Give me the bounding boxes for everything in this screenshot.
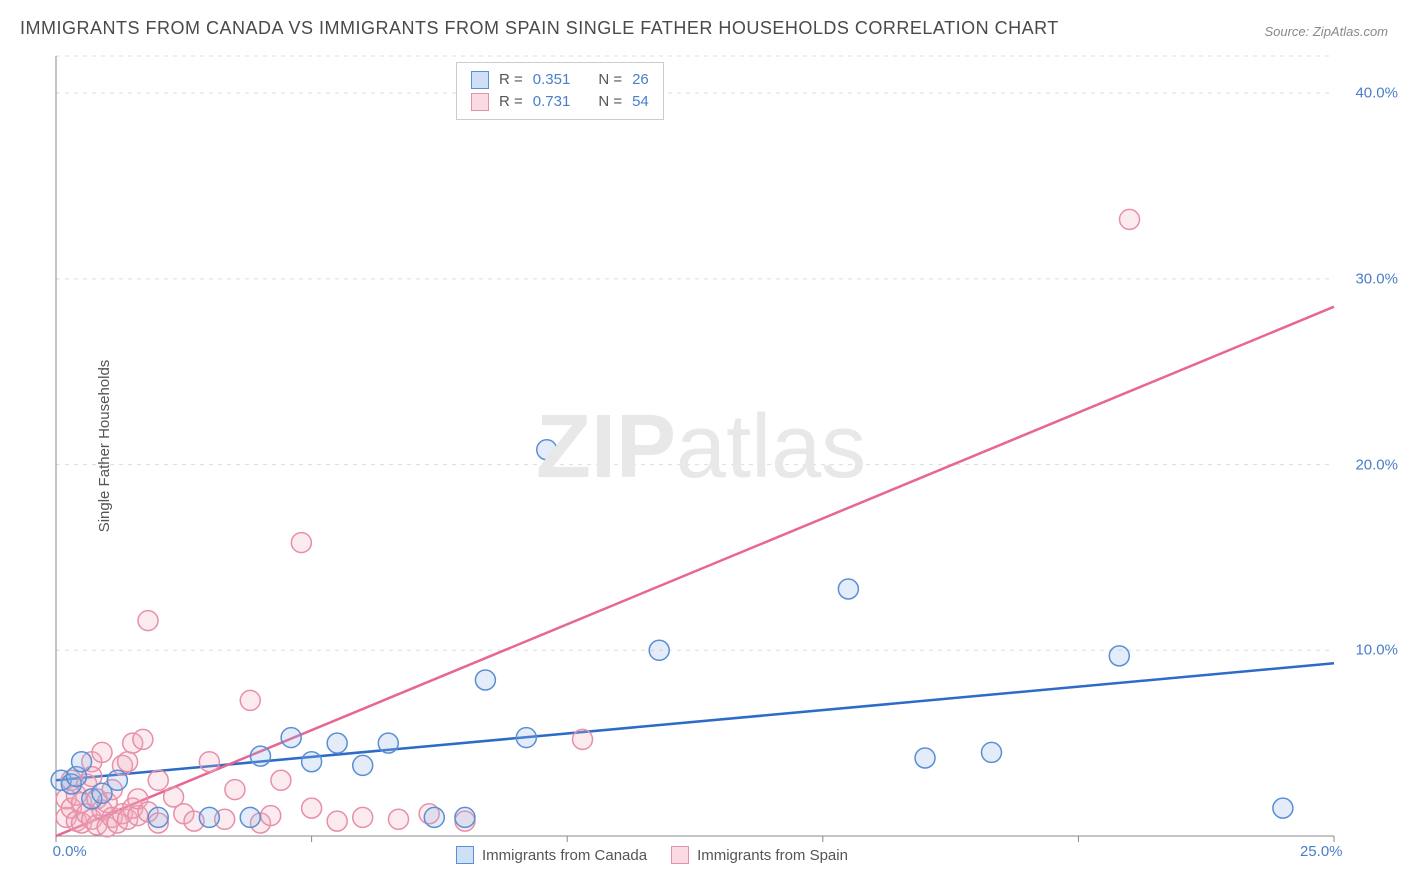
y-tick-label: 30.0% — [1355, 270, 1398, 287]
y-tick-label: 20.0% — [1355, 456, 1398, 473]
legend-n-value-1: 26 — [632, 69, 649, 91]
legend-r-value-1: 0.351 — [533, 69, 571, 91]
legend-row-spain: R = 0.731 N = 54 — [471, 91, 649, 113]
legend-r-label-2: R = — [499, 91, 523, 113]
swatch-canada-icon — [456, 846, 474, 864]
chart-svg — [56, 56, 1334, 836]
series-label-spain: Immigrants from Spain — [697, 847, 848, 864]
swatch-spain-icon — [671, 846, 689, 864]
legend-r-value-2: 0.731 — [533, 91, 571, 113]
swatch-canada — [471, 71, 489, 89]
legend-r-label-1: R = — [499, 69, 523, 91]
x-tick-label: 25.0% — [1300, 843, 1343, 860]
x-tick-label: 0.0% — [53, 843, 87, 860]
series-label-canada: Immigrants from Canada — [482, 847, 647, 864]
legend-n-label-2: N = — [598, 91, 622, 113]
swatch-spain — [471, 93, 489, 111]
series-legend: Immigrants from Canada Immigrants from S… — [456, 846, 848, 864]
legend-n-label-1: N = — [598, 69, 622, 91]
y-tick-label: 10.0% — [1355, 642, 1398, 659]
source-attribution: Source: ZipAtlas.com — [1264, 24, 1388, 39]
y-tick-label: 40.0% — [1355, 85, 1398, 102]
chart-plot-area: ZIPatlas R = 0.351 N = 26 R = 0.731 N = … — [56, 56, 1334, 836]
series-legend-canada: Immigrants from Canada — [456, 846, 647, 864]
series-legend-spain: Immigrants from Spain — [671, 846, 848, 864]
chart-title: IMMIGRANTS FROM CANADA VS IMMIGRANTS FRO… — [20, 18, 1059, 39]
legend-row-canada: R = 0.351 N = 26 — [471, 69, 649, 91]
legend-n-value-2: 54 — [632, 91, 649, 113]
stats-legend: R = 0.351 N = 26 R = 0.731 N = 54 — [456, 62, 664, 120]
